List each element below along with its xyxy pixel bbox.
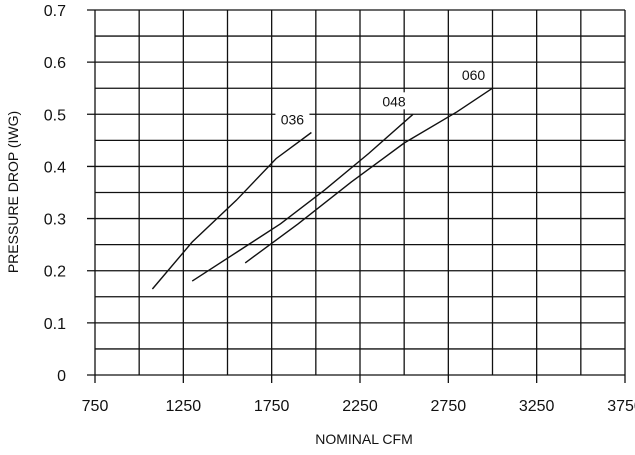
y-tick-label: 0.1	[44, 316, 66, 333]
x-tick-label: 1250	[166, 398, 202, 415]
y-axis-title: PRESSURE DROP (IWG)	[5, 111, 21, 273]
y-tick-label: 0.4	[44, 159, 66, 176]
x-tick-label: 2750	[431, 398, 467, 415]
y-tick-labels: 0 0.1 0.2 0.3 0.4 0.5 0.6 0.7	[44, 3, 66, 385]
series-label-bg	[456, 66, 491, 84]
series-line-060	[244, 87, 493, 264]
series-label-036: 036	[281, 112, 305, 128]
y-tick-label: 0.2	[44, 264, 66, 281]
series-lines	[151, 87, 493, 290]
x-tick-label: 2250	[342, 398, 378, 415]
x-axis-title: NOMINAL CFM	[315, 431, 412, 447]
series-line-048	[191, 113, 414, 282]
grid	[87, 9, 626, 383]
series-label-060: 060	[462, 67, 486, 83]
series-label-bg	[275, 110, 310, 128]
y-tick-label: 0.5	[44, 107, 66, 124]
y-tick-label: 0	[57, 368, 66, 385]
series-label-bg	[377, 92, 411, 110]
y-tick-label: 0.7	[44, 3, 66, 20]
x-tick-label: 750	[82, 398, 109, 415]
series-label-048: 048	[382, 93, 406, 109]
y-tick-label: 0.3	[44, 212, 66, 229]
y-tick-label: 0.6	[44, 55, 66, 72]
x-tick-label: 3250	[519, 398, 555, 415]
series-line-036	[151, 131, 312, 290]
series-labels: 036 048 060	[275, 66, 491, 128]
x-tick-label: 1750	[254, 398, 290, 415]
